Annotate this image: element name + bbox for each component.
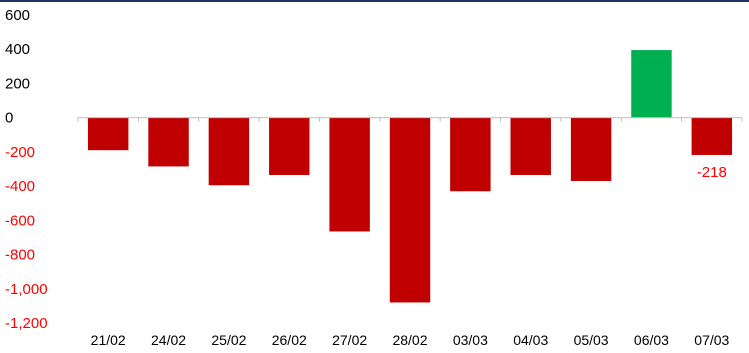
x-category-label: 05/03	[574, 332, 609, 348]
x-category-label: 07/03	[694, 332, 729, 348]
bar	[87, 117, 129, 151]
x-axis-tick-marks	[77, 117, 743, 122]
data-labels: -218	[697, 164, 727, 181]
bar	[208, 117, 250, 186]
y-tick-label: -1,000	[5, 281, 48, 298]
y-tick-label: -600	[5, 212, 35, 229]
y-tick-label: -1,200	[5, 315, 48, 332]
bar	[631, 50, 672, 118]
x-category-label: 25/02	[211, 332, 246, 348]
bar	[269, 117, 310, 175]
bar	[389, 117, 431, 303]
y-tick-label: -200	[5, 144, 35, 161]
y-tick-label: 0	[5, 110, 13, 127]
data-label: -218	[697, 164, 727, 181]
x-category-label: 21/02	[91, 332, 126, 348]
y-tick-label: 600	[5, 7, 30, 24]
y-axis-tick-labels: 600 400 200 0 -200 -400 -600 -800 -1,000 -1,200	[5, 7, 48, 332]
x-category-label: 27/02	[332, 332, 367, 348]
bar	[570, 117, 612, 181]
y-tick-label: -800	[5, 247, 35, 264]
bar	[450, 117, 491, 192]
x-category-label: 28/02	[392, 332, 427, 348]
x-category-label: 04/03	[513, 332, 548, 348]
bar	[691, 117, 733, 155]
bars	[87, 50, 733, 303]
y-tick-label: 200	[5, 75, 30, 92]
bar	[510, 117, 551, 175]
y-tick-label: -400	[5, 178, 35, 195]
y-tick-label: 400	[5, 41, 30, 58]
bar	[148, 117, 189, 167]
x-category-label: 06/03	[634, 332, 669, 348]
x-category-label: 24/02	[151, 332, 186, 348]
bar	[329, 117, 370, 232]
x-category-label: 26/02	[272, 332, 307, 348]
x-category-label: 03/03	[453, 332, 488, 348]
x-axis-category-labels: 21/02 24/02 25/02 26/02 27/02 28/02 03/03 04/03…	[91, 332, 730, 348]
